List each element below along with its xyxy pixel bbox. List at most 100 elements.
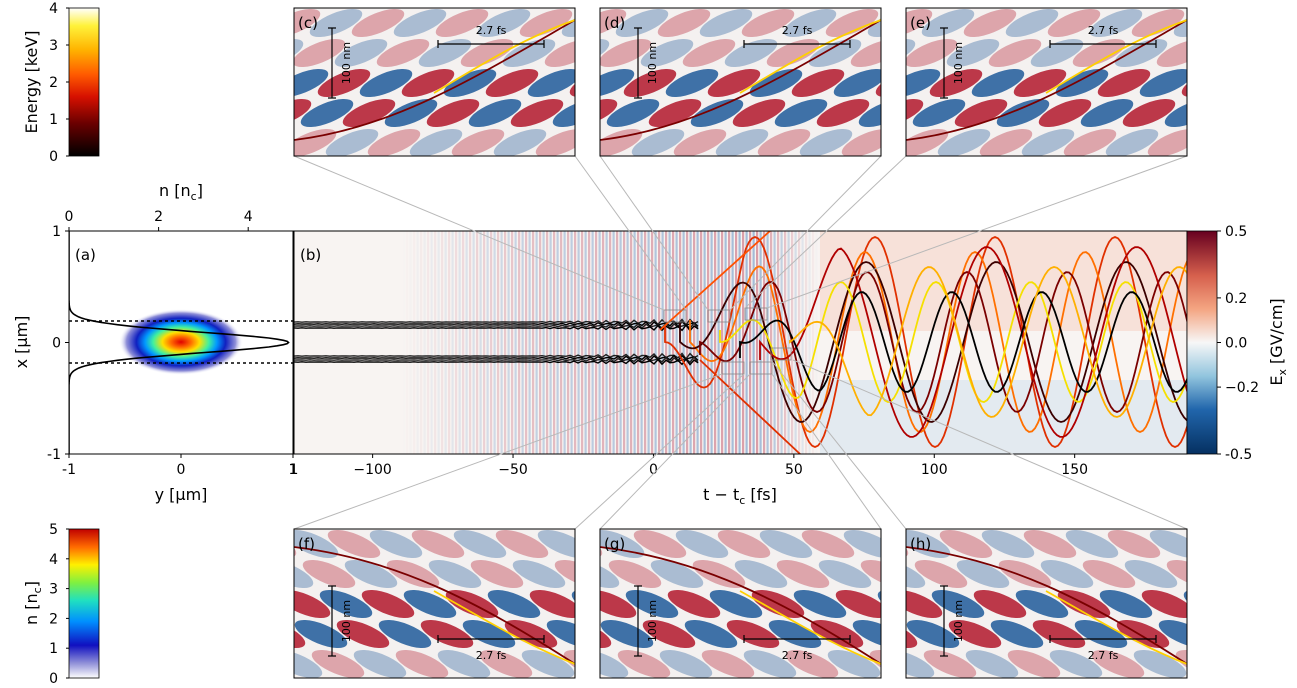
inset-frame <box>599 528 882 679</box>
trajectory-band-line <box>294 324 699 332</box>
a-toptick-label: 4 <box>244 209 253 225</box>
density-profile-line <box>69 231 290 454</box>
inset-label: (f) <box>298 535 315 553</box>
connector-line <box>574 373 745 530</box>
length-scale-label: 100 nm <box>340 42 353 84</box>
inset-frame <box>293 7 576 157</box>
inset-box-h <box>770 347 792 361</box>
inset-box-f <box>721 361 745 375</box>
density-blob <box>119 309 243 375</box>
escaping-trajectory <box>659 231 771 331</box>
energy-tick-label: 2 <box>49 75 58 91</box>
trajectory-band-line <box>294 321 699 330</box>
inset-panel: (e) 100 nm 2.7 fs <box>905 7 1188 157</box>
inset-trajectory-bright <box>433 590 575 665</box>
inset-box-e <box>744 307 768 321</box>
time-scale-label: 2.7 fs <box>782 24 813 37</box>
trajectory-band-line <box>294 352 699 360</box>
inset-trajectory-bright <box>1045 590 1187 665</box>
time-scale-label: 2.7 fs <box>782 649 813 662</box>
inset-trajectory <box>600 546 881 665</box>
b-xtick-label: −50 <box>498 462 528 478</box>
electron-trajectory <box>789 266 1187 418</box>
inset-trajectory-bright <box>1045 19 1187 94</box>
ex-tick-label: −0.2 <box>1225 380 1259 396</box>
inset-trajectory-bright <box>739 590 881 665</box>
connector-line <box>599 373 751 530</box>
panel-a-xlabel: y [μm] <box>155 485 208 504</box>
energy-tick-label: 1 <box>49 112 58 128</box>
connector-line <box>729 155 882 311</box>
inset-label: (g) <box>604 535 625 553</box>
density-colorbar-gradient <box>68 528 100 679</box>
inset-trajectory <box>600 19 881 141</box>
a-ytick-label: 0 <box>52 336 61 352</box>
connector-line <box>599 155 709 311</box>
density-tick-label: 0 <box>49 671 58 687</box>
panel-a-ylabel: x [μm] <box>12 316 31 369</box>
inset-panel: (f) 100 nm 2.7 fs <box>293 528 576 679</box>
density-colorbar: 0 1 2 3 4 5 n [nc] <box>22 522 100 687</box>
inset-label: (e) <box>910 14 931 32</box>
b-xtick-label: 150 <box>1061 462 1088 478</box>
panel-b-xlabel: t − tc [fs] <box>703 485 777 507</box>
density-tick-label: 3 <box>49 582 58 598</box>
energy-tick-label: 0 <box>49 149 58 165</box>
trajectory-band-line <box>294 355 699 364</box>
inset-trajectory-bright <box>739 19 881 94</box>
length-scale-label: 100 nm <box>952 42 965 84</box>
energy-tick-label: 3 <box>49 38 58 54</box>
inset-box-d <box>707 309 731 323</box>
inset-label: (c) <box>298 14 318 32</box>
inset-connector-lines <box>293 155 1188 530</box>
b-xtick-label: −100 <box>353 462 391 478</box>
electron-trajectory <box>699 271 1187 413</box>
b-xtick-label: 0 <box>649 462 658 478</box>
b-xtick-label: 1 <box>290 462 299 478</box>
b-xtick-label: 50 <box>785 462 803 478</box>
ex-colorbar: 0.5 0.2 0.0 −0.2 -0.5 Ex [GV/cm] <box>1186 224 1289 463</box>
connector-line <box>792 359 1188 530</box>
electron-trajectory <box>679 261 1187 423</box>
a-toptick-label: 0 <box>65 209 74 225</box>
connector-line <box>574 155 687 311</box>
connector-line <box>771 373 882 530</box>
laser-field-region <box>400 231 820 454</box>
inset-trajectory <box>294 19 575 141</box>
length-scale-label: 100 nm <box>646 600 659 642</box>
electron-trajectory <box>739 291 1187 393</box>
density-colorbar-label: n [nc] <box>22 581 44 625</box>
a-xtick-label: -1 <box>62 462 76 478</box>
electron-trajectories <box>294 231 1187 454</box>
length-scale-label: 100 nm <box>340 600 353 642</box>
b-xtick-label: 100 <box>921 462 948 478</box>
energy-colorbar-ticks: 0 1 2 3 4 <box>49 1 69 165</box>
ex-colorbar-ticks: 0.5 0.2 0.0 −0.2 -0.5 <box>1217 224 1259 463</box>
energy-colorbar-label: Energy [keV] <box>22 30 41 133</box>
time-scale-label: 2.7 fs <box>476 24 507 37</box>
connector-line <box>293 373 723 530</box>
a-xtick-label: 0 <box>177 462 186 478</box>
inset-panel: (c) 100 nm 2.7 fs <box>293 7 576 157</box>
inset-panel: (g) 100 nm 2.7 fs <box>599 528 882 679</box>
ex-tick-label: 0.5 <box>1225 224 1247 240</box>
inset-label: (h) <box>910 535 931 553</box>
connector-line <box>770 359 907 530</box>
inset-box-g <box>749 361 773 375</box>
density-tick-label: 5 <box>49 522 58 538</box>
density-tick-label: 1 <box>49 641 58 657</box>
length-scale-label: 100 nm <box>952 600 965 642</box>
inset-trajectory-bright <box>433 19 575 94</box>
a-toptick-label: 2 <box>154 209 163 225</box>
inset-trajectory <box>294 546 575 665</box>
ex-tick-label: 0.0 <box>1225 336 1247 352</box>
electron-trajectory <box>759 246 1187 438</box>
trajectory-band-line <box>294 358 699 366</box>
inset-frame <box>905 528 1188 679</box>
energy-tick-label: 4 <box>49 1 58 17</box>
a-xtick-label: 1 <box>289 462 298 478</box>
panel-b-label: (b) <box>300 246 321 264</box>
inset-trajectory <box>906 19 1187 141</box>
